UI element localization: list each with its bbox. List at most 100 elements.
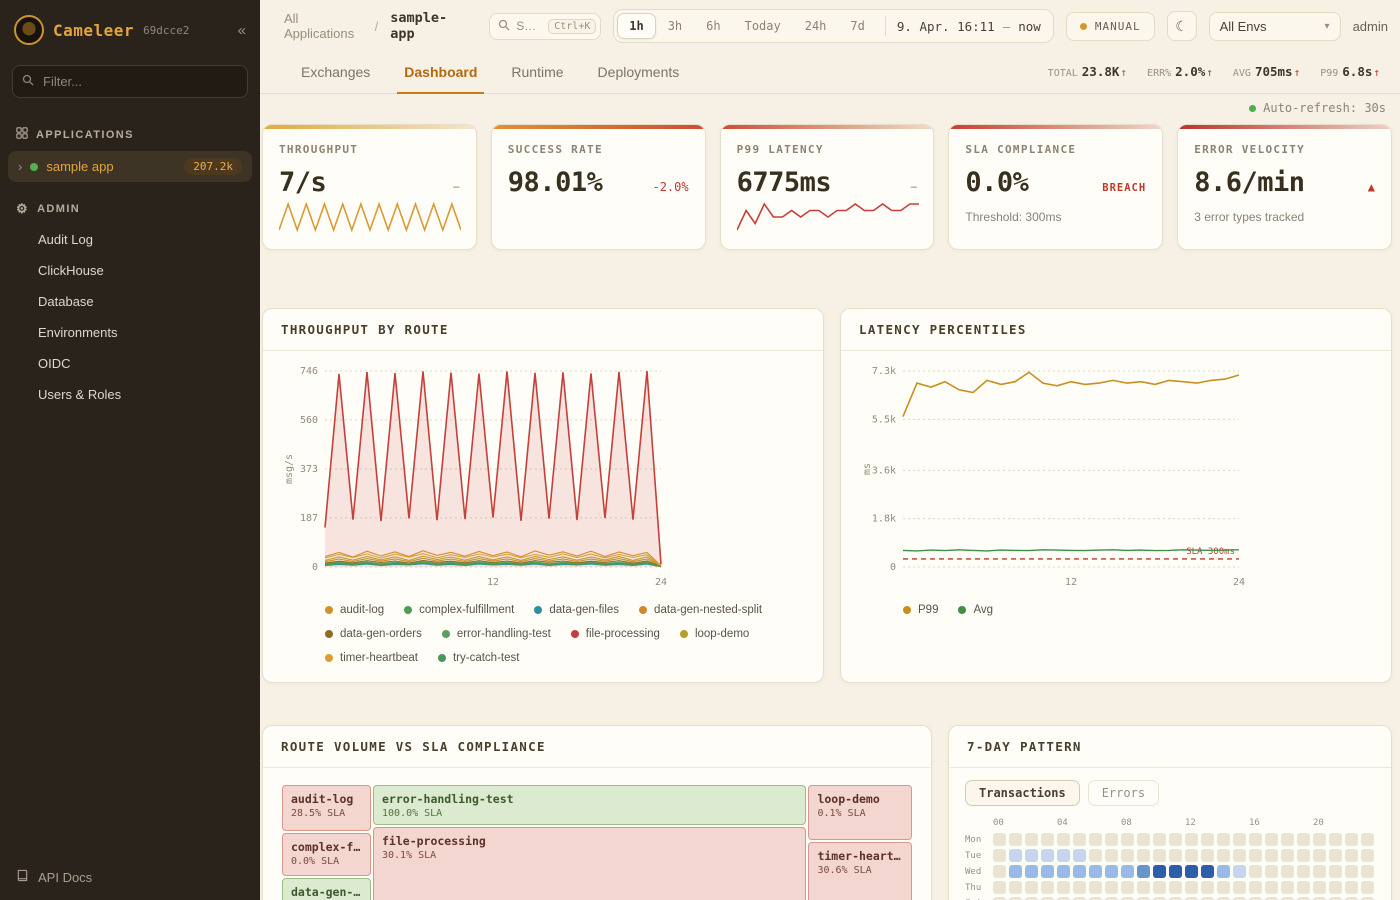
treemap: audit-log 28.5% SLA complex-fulfillment 0.0… bbox=[281, 784, 913, 900]
env-select[interactable]: All Envs ▾ bbox=[1208, 11, 1341, 41]
heatmap-cell bbox=[1105, 849, 1118, 862]
up-triangle-icon: ▲ bbox=[1367, 180, 1375, 194]
moon-icon: ☾ bbox=[1175, 17, 1188, 34]
treemap-cell[interactable]: loop-demo 0.1% SLA bbox=[808, 785, 912, 840]
legend-item[interactable]: data-gen-files bbox=[534, 604, 619, 616]
svg-text:24: 24 bbox=[1233, 577, 1245, 588]
date-range[interactable]: 9. Apr. 16:11 – now bbox=[897, 19, 1041, 34]
legend-item[interactable]: data-gen-orders bbox=[325, 628, 422, 640]
breadcrumb-root[interactable]: All Applications bbox=[284, 11, 355, 41]
heatmap-cell bbox=[1233, 897, 1246, 900]
svg-text:3.6k: 3.6k bbox=[872, 465, 896, 476]
heatmap-cell bbox=[1233, 849, 1246, 862]
heatmap-cell bbox=[1121, 849, 1134, 862]
heatmap: 00 04 08 12 16 20 Mon Tue Wed Thu Fri bbox=[949, 816, 1391, 900]
throughput-legend: audit-log complex-fulfillment data-gen-f… bbox=[279, 596, 807, 672]
svg-text:746: 746 bbox=[300, 366, 318, 377]
sidebar-item-database[interactable]: Database bbox=[38, 294, 94, 309]
heatmap-cell bbox=[1121, 833, 1134, 846]
filter-input[interactable] bbox=[12, 65, 248, 98]
time-range-1h[interactable]: 1h bbox=[617, 13, 656, 39]
heatmap-cell bbox=[1169, 833, 1182, 846]
heatmap-row: Tue bbox=[965, 849, 1375, 862]
kpi-delta: -2.0% bbox=[652, 180, 689, 194]
tab-exchanges[interactable]: Exchanges bbox=[301, 64, 371, 80]
toggle-errors[interactable]: Errors bbox=[1087, 780, 1160, 806]
heatmap-cell bbox=[1041, 849, 1054, 862]
heatmap-cell bbox=[1281, 833, 1294, 846]
tab-runtime[interactable]: Runtime bbox=[511, 64, 564, 80]
heatmap-hour-labels: 00 04 08 12 16 20 bbox=[965, 818, 1375, 833]
api-docs-link[interactable]: API Docs bbox=[0, 854, 260, 900]
heatmap-hour-label: 12 bbox=[1185, 818, 1196, 828]
heatmap-cell bbox=[1313, 881, 1326, 894]
toggle-transactions[interactable]: Transactions bbox=[965, 780, 1080, 806]
time-range-6h[interactable]: 6h bbox=[706, 19, 721, 33]
sidebar-item-audit-log[interactable]: Audit Log bbox=[38, 232, 93, 247]
heatmap-cell bbox=[1105, 881, 1118, 894]
legend-item[interactable]: error-handling-test bbox=[441, 628, 551, 640]
heatmap-cell bbox=[1313, 865, 1326, 878]
treemap-cell[interactable]: timer-heartbeat 30.6% SLA bbox=[808, 842, 912, 900]
legend-item[interactable]: try-catch-test bbox=[437, 652, 519, 664]
legend-item[interactable]: complex-fulfillment bbox=[404, 604, 514, 616]
tab-dashboard[interactable]: Dashboard bbox=[387, 51, 494, 94]
theme-toggle-button[interactable]: ☾ bbox=[1166, 11, 1197, 41]
heatmap-cell bbox=[1041, 897, 1054, 900]
svg-text:7.3k: 7.3k bbox=[872, 366, 896, 377]
book-icon bbox=[16, 869, 29, 885]
legend-item[interactable]: timer-heartbeat bbox=[325, 652, 418, 664]
treemap-cell[interactable]: error-handling-test 100.0% SLA bbox=[373, 785, 807, 825]
heatmap-row: Mon bbox=[965, 833, 1375, 846]
sidebar-item-sample-app[interactable]: › sample app 207.2k bbox=[8, 151, 252, 182]
stat-p99: P99 6.8s↑ bbox=[1320, 64, 1380, 79]
sidebar-item-environments[interactable]: Environments bbox=[38, 325, 118, 340]
heatmap-cell bbox=[1217, 849, 1230, 862]
heatmap-cell bbox=[1297, 833, 1310, 846]
time-range-7d[interactable]: 7d bbox=[850, 19, 865, 33]
manual-refresh-button[interactable]: MANUAL bbox=[1065, 11, 1155, 41]
legend-dot bbox=[570, 630, 579, 638]
treemap-cell[interactable]: audit-log 28.5% SLA bbox=[282, 785, 371, 831]
sidebar-item-clickhouse[interactable]: ClickHouse bbox=[38, 263, 104, 278]
treemap-cell[interactable]: complex-fulfillment 0.0% SLA bbox=[282, 833, 371, 876]
kpi-title: THROUGHPUT bbox=[279, 143, 359, 156]
trend-up-icon: ↑ bbox=[1373, 66, 1380, 79]
heatmap-cell bbox=[1025, 849, 1038, 862]
legend-dot bbox=[534, 606, 543, 614]
legend-item[interactable]: data-gen-nested-split bbox=[639, 604, 762, 616]
time-range-24h[interactable]: 24h bbox=[804, 19, 827, 33]
kpi-value: 6775ms bbox=[736, 167, 832, 198]
legend-item[interactable]: file-processing bbox=[570, 628, 660, 640]
chevron-right-icon[interactable]: › bbox=[18, 159, 23, 174]
user-label[interactable]: admin bbox=[1352, 18, 1388, 34]
treemap-cell[interactable]: file-processing 30.1% SLA bbox=[373, 827, 807, 900]
svg-text:560: 560 bbox=[300, 415, 318, 426]
search-input[interactable] bbox=[516, 19, 543, 33]
global-search[interactable]: Ctrl+K bbox=[489, 12, 602, 40]
summary-stats: TOTAL 23.8K↑ ERR% 2.0%↑ AVG 705ms↑ P99 6.8s↑ bbox=[1048, 64, 1386, 80]
heatmap-cell bbox=[993, 849, 1006, 862]
heatmap-cell bbox=[1073, 865, 1086, 878]
legend-item[interactable]: Avg bbox=[958, 604, 993, 616]
kpi-accent-strip bbox=[491, 125, 705, 129]
heatmap-cell bbox=[1153, 865, 1166, 878]
charts-row: THROUGHPUT BY ROUTE 0 187 373 560 746 12 24 msg… bbox=[262, 308, 1392, 683]
tab-deployments[interactable]: Deployments bbox=[597, 64, 680, 80]
legend-item[interactable]: loop-demo bbox=[679, 628, 749, 640]
heatmap-cell bbox=[1345, 849, 1358, 862]
legend-item[interactable]: P99 bbox=[903, 604, 938, 616]
heatmap-cell bbox=[1073, 897, 1086, 900]
treemap-cell[interactable]: data-gen-files100.0% SLA bbox=[282, 878, 371, 900]
heatmap-cell bbox=[1153, 881, 1166, 894]
manual-label: MANUAL bbox=[1094, 19, 1141, 33]
time-range-today[interactable]: Today bbox=[744, 19, 781, 33]
time-range-3h[interactable]: 3h bbox=[667, 19, 683, 33]
caret-down-icon: ▾ bbox=[1324, 20, 1330, 32]
heatmap-cell bbox=[1265, 865, 1278, 878]
heatmap-cell bbox=[1201, 849, 1214, 862]
sidebar-item-oidc[interactable]: OIDC bbox=[38, 356, 71, 371]
sidebar-item-users-roles[interactable]: Users & Roles bbox=[38, 387, 122, 402]
legend-item[interactable]: audit-log bbox=[325, 604, 384, 616]
sidebar-collapse-icon[interactable]: « bbox=[237, 21, 246, 39]
